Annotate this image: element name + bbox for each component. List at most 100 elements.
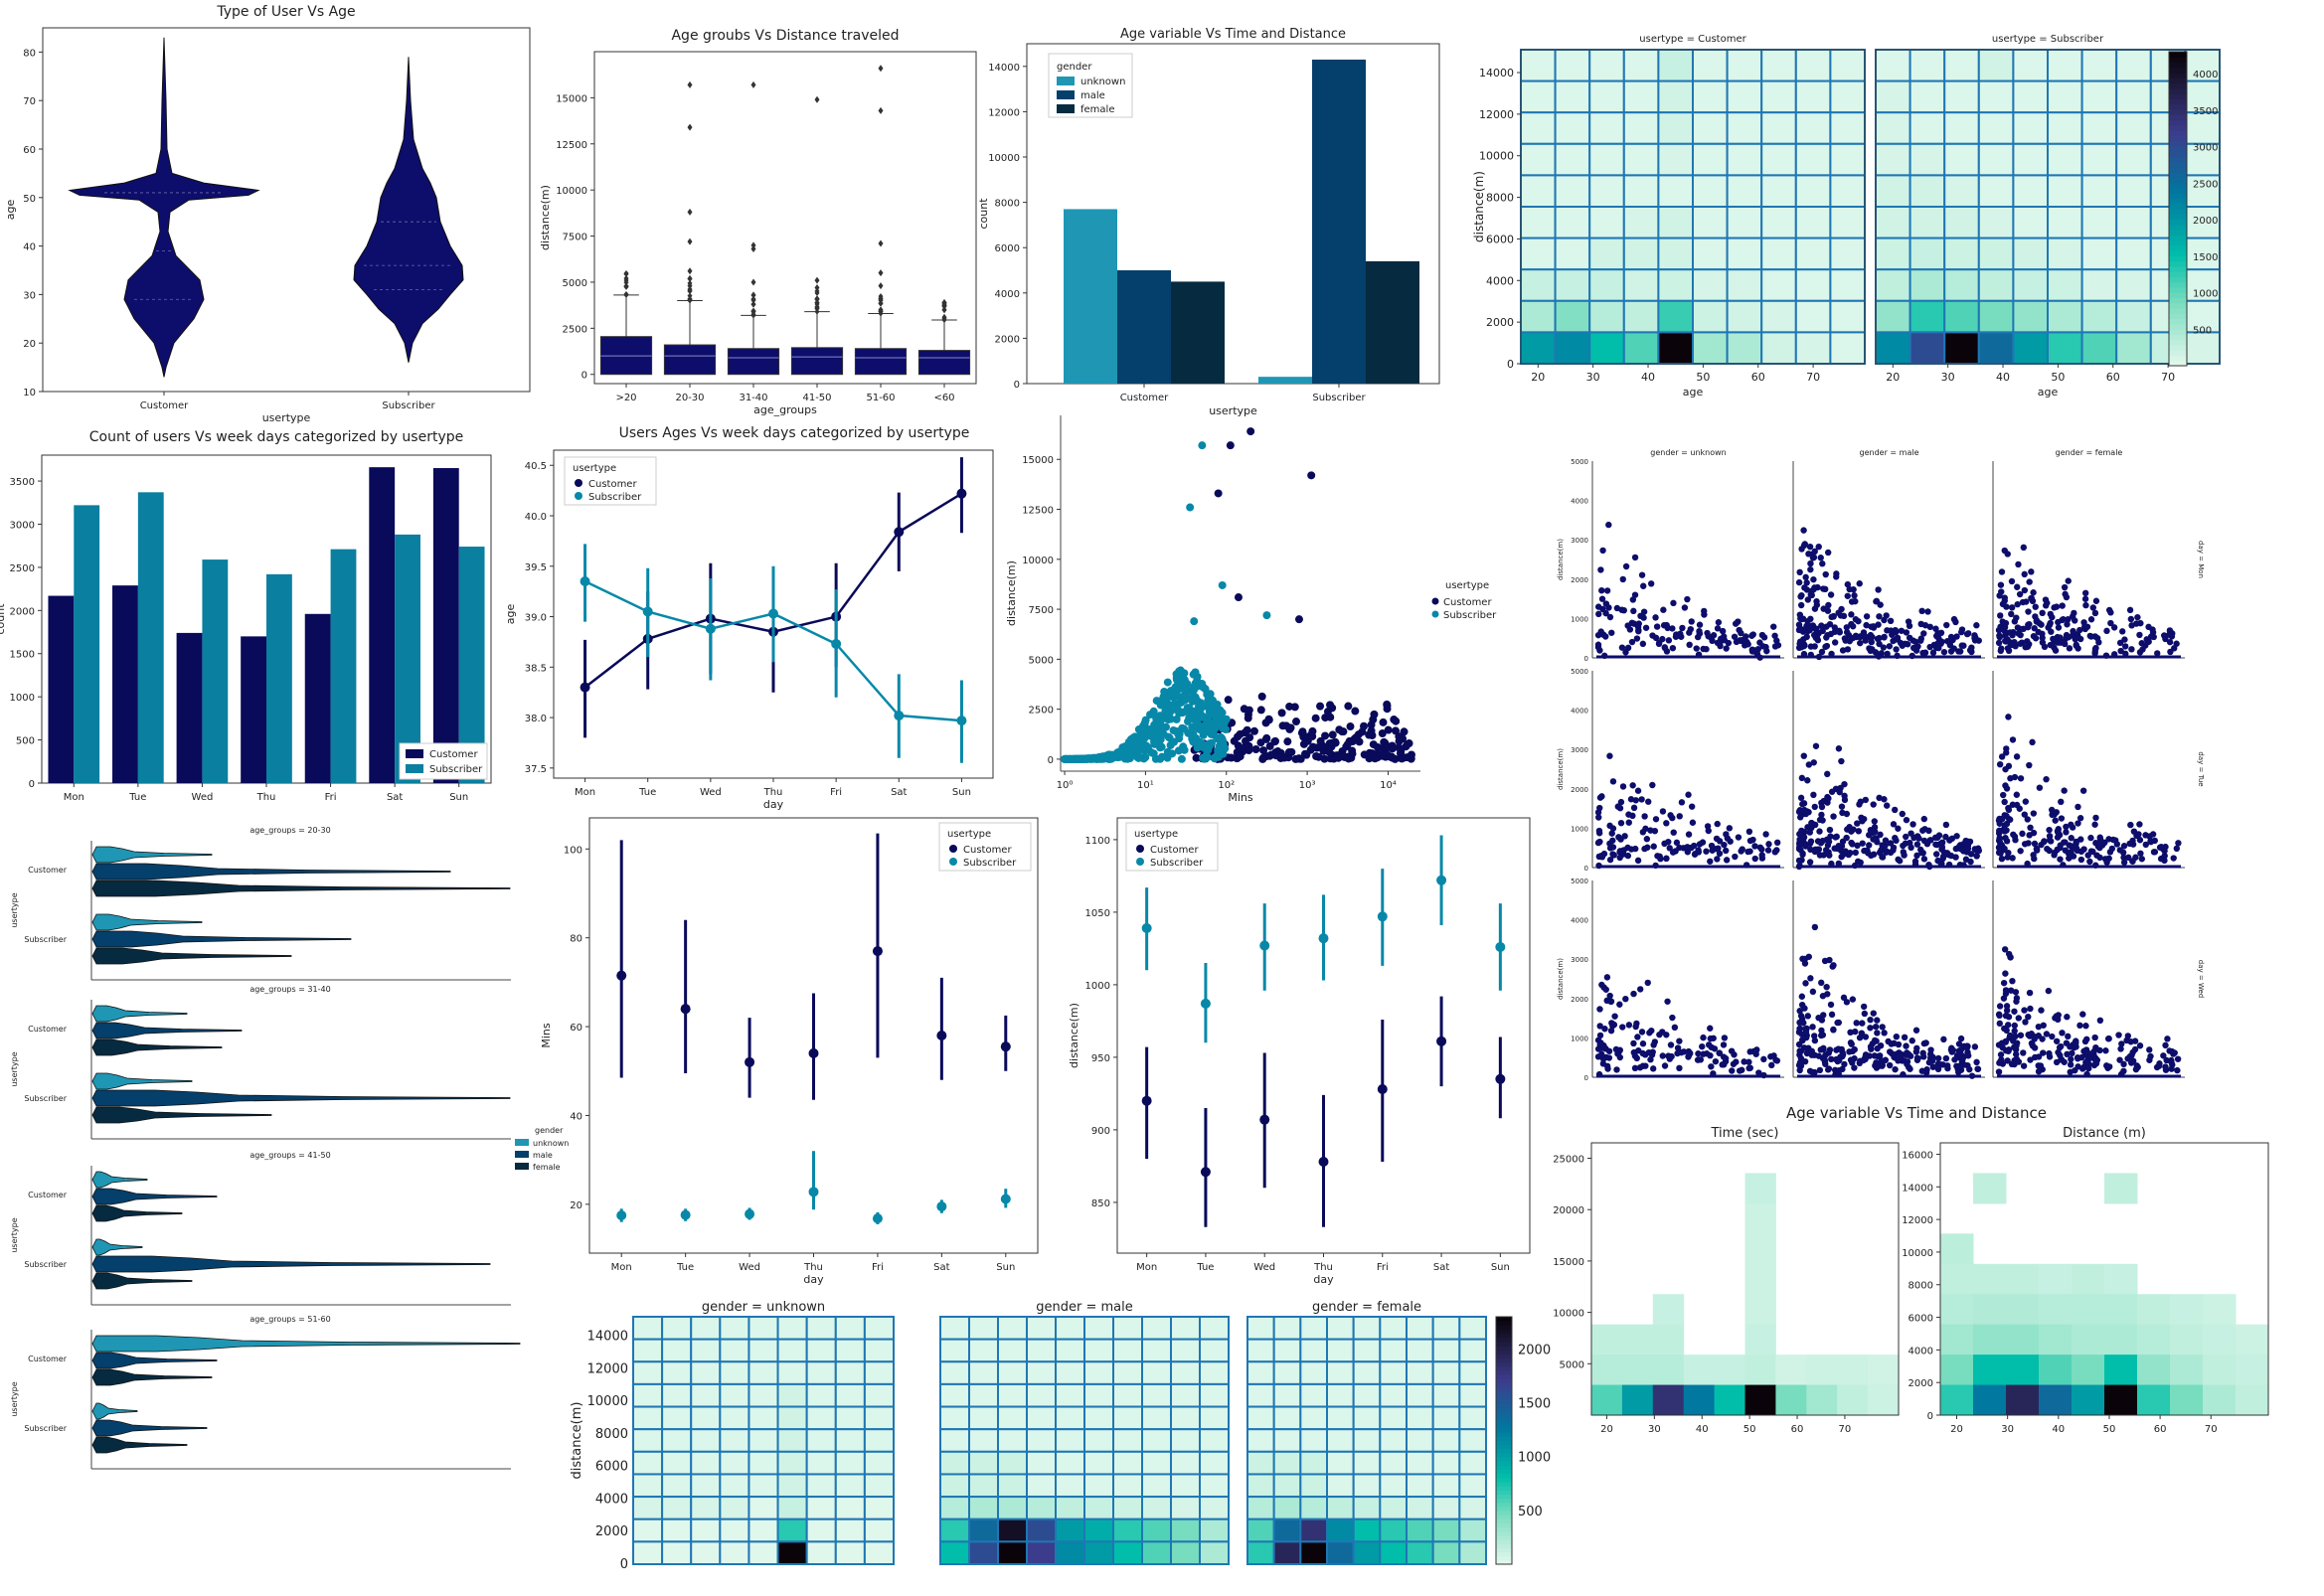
point-mins-xtick-label: Mon — [611, 1262, 632, 1273]
heat-gender-cell — [1272, 1450, 1302, 1476]
scatter-mins-point-subscriber — [1159, 693, 1168, 702]
facet-scatter-point — [1973, 853, 1980, 860]
heat-gender-cell — [1299, 1316, 1329, 1341]
heat-usertype-cell — [1520, 331, 1557, 365]
heat-gender-ytick-label: 12000 — [587, 1361, 628, 1376]
facet-scatter-point — [2013, 801, 2021, 809]
scatter-mins-point-subscriber — [1191, 683, 1200, 692]
facet-scatter-point — [1604, 1065, 1611, 1072]
heat-gender-cell — [834, 1540, 866, 1566]
heat-gender-cell — [747, 1450, 779, 1476]
heat-usertype-cell — [1657, 111, 1695, 145]
facet-scatter-point — [1948, 835, 1956, 842]
facet-scatter-point — [1595, 1045, 1602, 1052]
scatter-mins-ytick-label: 0 — [1048, 755, 1054, 766]
facet-scatter-point — [1616, 854, 1623, 862]
facet-scatter-point — [1807, 643, 1815, 650]
heat-usertype-colorbar-band — [2169, 214, 2187, 221]
facet-scatter-point — [1722, 1054, 1730, 1062]
heat-usertype-xtick-label: 30 — [1586, 371, 1600, 384]
facet-scatter-point — [1910, 644, 1917, 652]
heat-gender-cell — [939, 1517, 970, 1543]
hist2d-cell — [1940, 1384, 1974, 1416]
hist2d-xtick-label: 70 — [1839, 1424, 1852, 1435]
hist2d-cell — [2104, 1324, 2138, 1356]
facet-scatter-point — [1883, 802, 1891, 809]
facet-scatter-point — [1805, 761, 1813, 768]
hist2d-facet: Distance (m) — [2063, 1126, 2146, 1141]
heat-gender-colorbar-band — [1496, 1465, 1512, 1471]
facet-scatter-point — [2011, 1022, 2018, 1030]
facet-scatter-point — [1800, 642, 1807, 650]
point-distance-ytick-label: 1050 — [1085, 908, 1110, 919]
scatter-mins-point-customer — [1383, 702, 1392, 711]
heat-gender-cell — [776, 1473, 808, 1499]
heat-gender-cell — [863, 1496, 896, 1520]
bar-weekday-xtick-label: Wed — [192, 792, 214, 803]
heat-gender-cell — [1141, 1316, 1172, 1341]
facet-scatter-point — [1996, 632, 2003, 639]
point-distance-ytick-label: 950 — [1091, 1053, 1110, 1064]
box-body — [727, 348, 780, 376]
heat-gender-cell — [1458, 1473, 1488, 1499]
heat-gender-cell — [939, 1405, 970, 1431]
facet-scatter-point — [2098, 839, 2105, 846]
facet-scatter-point — [1844, 580, 1852, 588]
heat-gender-colorbar-band — [1496, 1461, 1512, 1466]
scatter-mins-point-customer — [1245, 706, 1253, 715]
violin-groups-male — [91, 1022, 243, 1039]
scatter-mins-point-subscriber — [1198, 441, 1207, 450]
facet-scatter-point — [1755, 1069, 1762, 1076]
facet-scatter-point — [2028, 568, 2035, 575]
facet-scatter-point — [1840, 612, 1848, 620]
heat-gender-cell — [1199, 1450, 1230, 1476]
bar-weekday-xtick-label: Sat — [387, 792, 403, 803]
heat-usertype-colorbar-band — [2169, 124, 2187, 131]
facet-scatter-point — [2116, 1056, 2123, 1063]
facet-scatter-point — [1812, 742, 1820, 749]
facet-scatter-point — [1917, 635, 1924, 642]
heat-gender-cell — [1272, 1316, 1302, 1341]
facet-scatter-point — [1651, 827, 1659, 835]
heat-usertype-cell — [1943, 206, 1980, 239]
facet-scatter-point — [1819, 993, 1827, 1000]
scatter-mins-point-customer — [1245, 746, 1253, 755]
heat-gender-colorbar-band — [1496, 1543, 1512, 1548]
violin-groups-female — [91, 1272, 193, 1290]
scatter-mins-point-customer — [1284, 747, 1293, 756]
facet-scatter-point — [1807, 846, 1814, 854]
facet-scatter-point — [1811, 605, 1819, 612]
heat-gender-cell — [863, 1540, 896, 1566]
heat-gender-cell — [834, 1360, 866, 1385]
point-distance-xtick-label: Thu — [1313, 1262, 1333, 1273]
facet-scatter-point — [1825, 795, 1832, 802]
heat-gender-cell — [1199, 1338, 1230, 1363]
point-mins-xtick-label: Tue — [676, 1262, 694, 1273]
heat-gender-cell — [939, 1316, 970, 1341]
scatter-mins-point-customer — [1306, 745, 1315, 754]
facet-scatter-point — [1817, 840, 1825, 847]
hist2d-cell — [1683, 1355, 1716, 1386]
facet-scatter-point — [2092, 597, 2100, 604]
scatter-mins-point-customer — [1230, 736, 1239, 745]
facet-scatter-point — [1822, 585, 1829, 593]
heat-usertype-colorbar-band — [2169, 52, 2187, 58]
hist2d-cell — [2170, 1384, 2204, 1416]
facet-scatter-point — [2164, 1036, 2171, 1042]
heat-usertype-cell — [1692, 237, 1729, 271]
heat-gender-cell — [1112, 1405, 1143, 1431]
facet-scatter-point — [1625, 811, 1632, 818]
heat-usertype-cell — [1977, 331, 2015, 365]
facet-scatter-point — [1801, 541, 1808, 548]
facet-scatter-point — [1973, 1058, 1980, 1066]
facet-scatter-point — [1919, 827, 1926, 834]
violin-groups-unknown — [91, 1402, 138, 1420]
scatter-mins-point-subscriber — [1186, 503, 1195, 512]
facet-scatter-point — [1953, 633, 1960, 640]
facet-scatter-point — [2002, 834, 2009, 842]
hist2d-cell — [2006, 1355, 2040, 1386]
bar-weekday-ylabel: count — [0, 603, 7, 635]
facet-scatter-point — [2008, 610, 2015, 618]
heat-gender-cell — [1141, 1496, 1172, 1520]
hist2d-frame — [1939, 1142, 2269, 1416]
